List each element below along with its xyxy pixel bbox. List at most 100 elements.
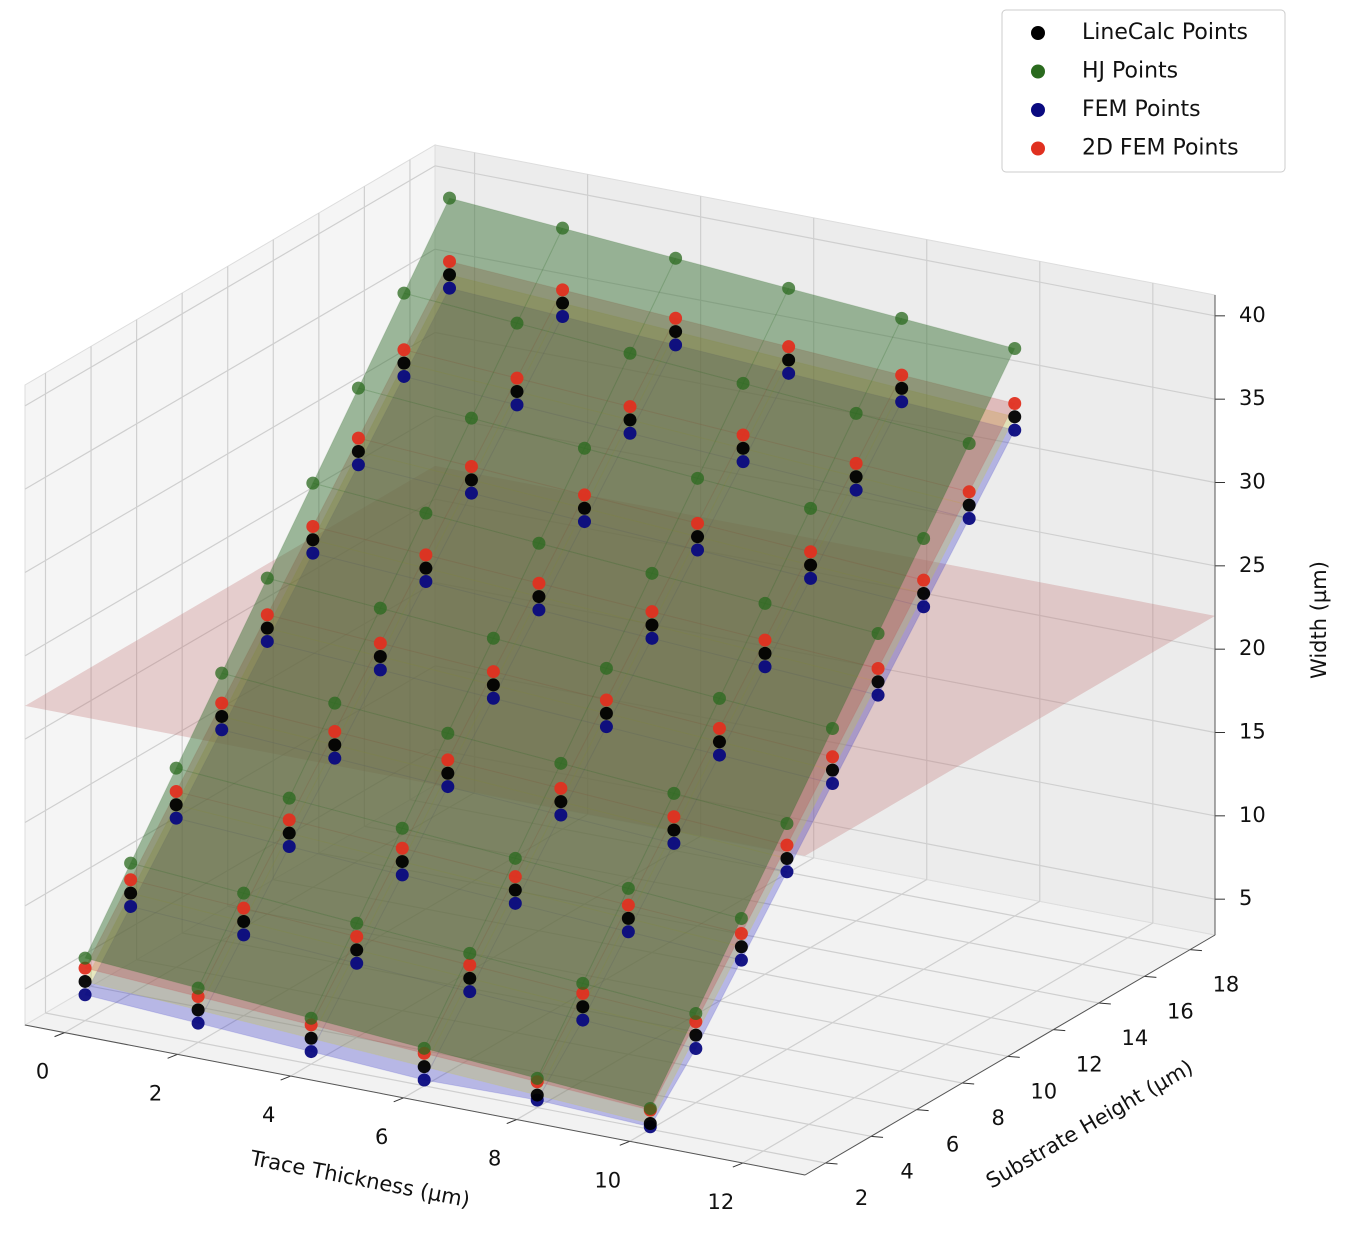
data-point [124,873,138,887]
y-tick [962,1082,975,1085]
data-point [962,511,976,525]
data-point [599,706,613,720]
data-point [621,925,635,939]
data-point [373,636,387,650]
legend-frame [1001,9,1286,173]
data-point [78,974,92,988]
data-point [917,586,931,600]
data-point [643,1101,657,1115]
data-point [350,956,364,970]
grid-line [182,932,963,1084]
data-point [962,498,976,512]
grid [24,152,1216,1164]
data-point [260,634,274,648]
data-point [350,930,364,944]
data-point [304,1031,318,1045]
data-point [395,841,409,855]
data-point [917,531,931,545]
data-point [782,353,796,367]
z-tick-label: 5 [1239,886,1252,910]
data-point [599,693,613,707]
grid-line [403,857,814,1099]
data-point [576,986,590,1000]
data-point [532,536,546,550]
grid-line [434,498,1216,650]
data-point [1008,410,1022,424]
data-point [306,546,320,560]
x-tick-label: 2 [149,1081,162,1105]
data-point [895,395,909,409]
data-point [532,576,546,590]
grid-line [629,900,1041,1142]
data-point [849,456,863,470]
x-tick-label: 4 [262,1103,275,1127]
data-point [304,1045,318,1059]
data-point [306,476,320,490]
data-point [508,896,522,910]
data-point [577,441,591,455]
data-point [486,691,500,705]
data-point [373,663,387,677]
y-tick-label: 16 [1167,999,1194,1023]
data-point [689,1041,703,1055]
data-point [397,369,411,383]
data-point [419,561,433,575]
data-point [328,725,342,739]
data-point [486,678,500,692]
y-tick [1098,1002,1111,1005]
data-point [260,621,274,635]
data-point [464,486,478,500]
data-point [463,958,477,972]
data-point [621,881,635,895]
data-point [464,473,478,487]
data-point [895,311,909,325]
data-point [124,856,138,870]
data-point [351,431,365,445]
data-point [1008,341,1022,355]
data-point [691,530,705,544]
data-point [237,886,251,900]
grid-line [24,248,436,490]
z-axis-label: Width (µm) [1307,561,1331,679]
data-point [373,650,387,664]
data-point [669,251,683,265]
data-point [758,633,772,647]
data-point [191,1016,205,1030]
data-point [621,911,635,925]
data-point [304,1011,318,1025]
grid-line [24,165,436,407]
data-point [782,340,796,354]
data-point [780,865,794,879]
x-tick [619,1140,630,1146]
data-point [351,444,365,458]
data-point [849,406,863,420]
data-point [645,605,659,619]
data-point [124,899,138,913]
data-point [962,485,976,499]
data-point [169,798,183,812]
data-point [1008,423,1022,437]
grid-line [742,922,1154,1164]
data-point [871,688,885,702]
grid-line [364,825,1145,977]
data-point [463,946,477,960]
data-point [532,603,546,617]
axis-line [24,1024,806,1176]
z-tick-label: 40 [1239,303,1266,327]
grid-line [24,498,436,740]
data-point [215,666,229,680]
data-point [508,851,522,865]
data-point [508,870,522,884]
data-point [712,691,726,705]
y-tick-label: 6 [946,1133,959,1157]
data-point [78,961,92,975]
data-point [599,720,613,734]
grid-line [434,665,1216,817]
data-point [464,460,478,474]
data-point [849,483,863,497]
y-tick-label: 8 [991,1106,1004,1130]
data-point [556,310,570,324]
data-point [417,1041,431,1055]
data-point [1008,396,1022,410]
data-point [734,953,748,967]
